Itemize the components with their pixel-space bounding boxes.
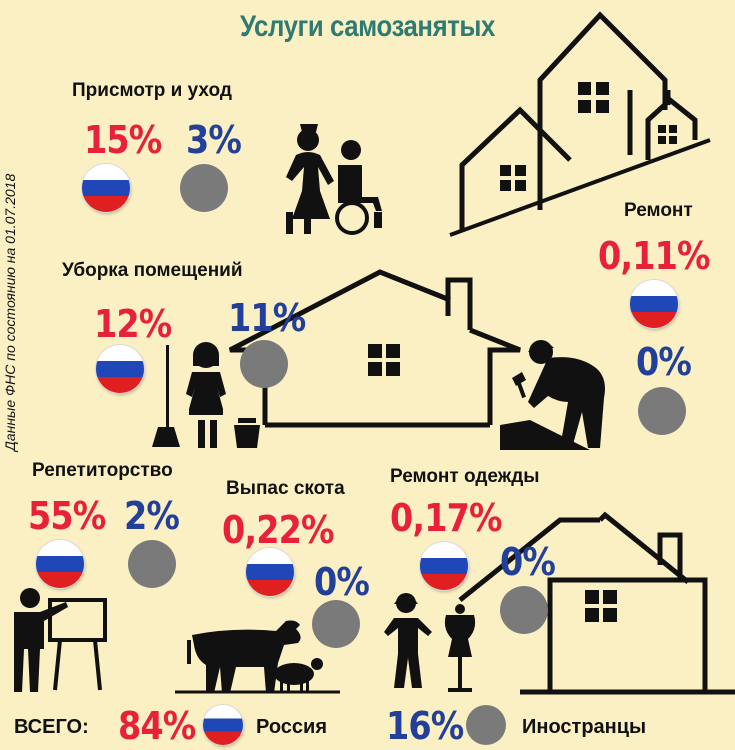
total-russia-label: Россия (256, 716, 328, 738)
russia-pct-care: 15% (84, 118, 162, 162)
foreign-pct-tutoring: 2% (124, 494, 180, 538)
house-icon (449, 11, 711, 237)
foreign-pct-repair: 0% (636, 340, 692, 384)
russia-pct-repair: 0,11% (598, 234, 711, 278)
foreigner-circle-icon (638, 387, 686, 435)
tailor-icon (384, 593, 476, 692)
total-label: ВСЕГО: (14, 716, 89, 738)
foreigner-circle-icon (466, 705, 506, 745)
teacher-icon (48, 598, 107, 691)
foreign-pct-care: 3% (186, 118, 242, 162)
foreign-pct-cleaning: 11% (228, 296, 306, 340)
russia-flag-icon (96, 345, 144, 393)
foreigner-circle-icon (180, 164, 228, 212)
source-note: Данные ФНС по состоянию на 01.07.2018 (2, 173, 18, 451)
page-title: Услуги самозанятых (240, 10, 495, 43)
russia-pct-grazing: 0,22% (222, 508, 335, 552)
cow-icon (187, 620, 301, 693)
foreign-pct-clothing-repair: 0% (500, 540, 556, 584)
category-label-grazing: Выпас скота (226, 478, 345, 499)
house-icon (458, 511, 735, 695)
repairman-icon (500, 340, 605, 450)
sheep-icon (274, 658, 323, 693)
foreigner-circle-icon (240, 340, 288, 388)
russia-flag-icon (630, 280, 678, 328)
cleaner-icon (152, 342, 260, 448)
category-label-cleaning: Уборка помещений (62, 260, 243, 281)
foreigner-circle-icon (312, 600, 360, 648)
category-label-clothing-repair: Ремонт одежды (390, 466, 540, 487)
russia-pct-cleaning: 12% (94, 302, 172, 346)
russia-pct-clothing-repair: 0,17% (390, 496, 503, 540)
total-foreigners-label: Иностранцы (522, 716, 647, 738)
teacher-icon (14, 588, 68, 692)
total-foreigners-pct: 16% (386, 704, 464, 748)
foreigner-circle-icon (500, 586, 548, 634)
russia-pct-tutoring: 55% (28, 494, 106, 538)
russia-flag-icon (36, 540, 84, 588)
russia-flag-icon (246, 548, 294, 596)
russia-flag-icon (420, 542, 468, 590)
russia-flag-icon (82, 164, 130, 212)
russia-flag-icon (203, 705, 243, 745)
category-label-care: Присмотр и уход (72, 80, 232, 101)
category-label-repair: Ремонт (624, 200, 693, 221)
total-russia-pct: 84% (118, 704, 196, 748)
caregiver-wheelchair-icon (286, 124, 382, 235)
foreigner-circle-icon (128, 540, 176, 588)
foreign-pct-grazing: 0% (314, 560, 370, 604)
category-label-tutoring: Репетиторство (32, 460, 173, 481)
